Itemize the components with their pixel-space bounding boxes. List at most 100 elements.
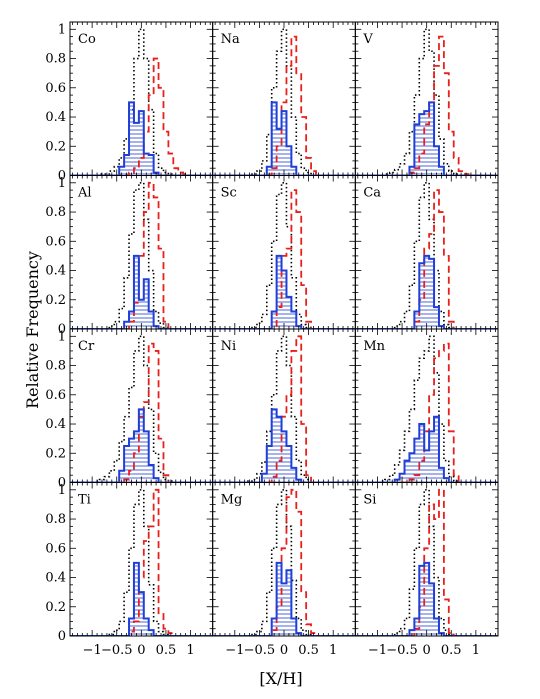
solid-series-fill: [355, 562, 498, 636]
panel-plot-area: [212, 28, 356, 176]
y-tick-label: 0.8: [45, 205, 66, 220]
panel-label: Co: [78, 32, 96, 47]
dashed-series-line: [70, 181, 213, 329]
panel-co: Co 0 0.2 0.4 0.6 0.8 1: [45, 21, 214, 184]
y-axis-title: Relative Frequency: [23, 251, 42, 409]
solid-series-line: [212, 561, 356, 636]
panel-mg: Mg −1 −0.5 0 0.5 1: [212, 482, 356, 658]
y-tick-label: 0.6: [45, 81, 66, 96]
panel-mn: Mn: [354, 328, 499, 483]
solid-series-line: [70, 561, 213, 636]
panel-plot-area: [212, 335, 356, 483]
solid-series-line: [70, 408, 213, 483]
panel-label: Ca: [363, 186, 381, 201]
solid-series-line: [355, 254, 498, 329]
y-tick-label: 0.6: [45, 388, 66, 403]
solid-series-line: [212, 254, 356, 329]
y-tick-label: 0.4: [45, 571, 66, 586]
dashed-series-line: [212, 189, 356, 329]
solid-series-line: [70, 101, 213, 176]
panel-plot-area: [70, 488, 213, 636]
x-tick-label: 1: [472, 643, 480, 658]
dashed-series-line: [355, 189, 498, 329]
y-tick-label: 0.2: [45, 446, 66, 461]
x-tick-label: 1: [329, 643, 337, 658]
panel-plot-area: [355, 488, 498, 636]
panel-plot-area: [212, 488, 356, 636]
y-tick-label: 0: [58, 476, 66, 491]
dashed-series-line: [355, 35, 498, 176]
dashed-series-line: [70, 57, 213, 176]
y-tick-label: 0.4: [45, 417, 66, 432]
panel-plot-area: [212, 182, 356, 329]
y-tick-label: 0.2: [45, 139, 66, 154]
y-tick-label: 0.4: [45, 110, 66, 125]
y-tick-label: 0: [58, 629, 66, 644]
y-tick-label: 0.2: [45, 293, 66, 308]
panel-v: V: [354, 21, 499, 176]
panel-ni: Ni: [212, 328, 356, 483]
y-tick-label: 1: [58, 22, 66, 37]
dotted-series-line: [70, 28, 213, 176]
panel-plot-area: [355, 28, 498, 176]
solid-series-line: [70, 254, 213, 329]
y-tick-label: 0: [58, 322, 66, 337]
solid-series-fill: [355, 416, 498, 483]
x-tick-label: 0: [423, 643, 431, 658]
solid-series-line: [355, 101, 498, 176]
solid-series-fill: [70, 255, 213, 329]
panel-plot-area: [70, 181, 213, 329]
x-tick-label: −0.5: [101, 643, 133, 658]
solid-series-fill: [355, 102, 498, 176]
y-tick-label: 0.8: [45, 52, 66, 67]
y-tick-label: 1: [58, 483, 66, 498]
y-tick-label: 0.2: [45, 600, 66, 615]
panel-si: Si −1 −0.5 0 0.5 1: [354, 482, 499, 658]
y-tick-label: 1: [58, 329, 66, 344]
dotted-series-line: [70, 335, 213, 483]
x-tick-label: 1: [186, 643, 194, 658]
panel-plot-area: [355, 182, 498, 329]
y-tick-label: 0.6: [45, 541, 66, 556]
solid-series-fill: [70, 102, 213, 176]
x-tick-label: 0.5: [298, 643, 319, 658]
x-axis-title: [X/H]: [259, 669, 302, 688]
x-tick-label: −1: [225, 643, 244, 658]
y-tick-label: 0.8: [45, 512, 66, 527]
solid-series-line: [355, 561, 498, 636]
panel-label: Ti: [78, 493, 91, 508]
solid-series-line: [212, 408, 356, 483]
solid-series-fill: [212, 102, 356, 176]
panel-label: Cr: [78, 339, 95, 354]
panel-plot-area: [355, 335, 498, 483]
x-tick-label: 0.5: [156, 643, 177, 658]
solid-series-fill: [70, 409, 213, 483]
y-tick-label: 0: [58, 169, 66, 184]
panel-ti: Ti 0 0.2 0.4 0.6 0.8 1 −1 −0.5 0 0.5 1: [45, 482, 214, 658]
solid-series-line: [355, 415, 498, 483]
panel-al: Al 0 0.2 0.4 0.6 0.8 1: [45, 175, 214, 337]
solid-series-fill: [212, 409, 356, 483]
panel-label: Mg: [221, 493, 243, 508]
solid-series-fill: [70, 562, 213, 636]
panel-label: Ni: [221, 339, 237, 354]
y-tick-label: 0.6: [45, 234, 66, 249]
y-tick-label: 0.8: [45, 359, 66, 374]
x-tick-label: 0: [280, 643, 288, 658]
dashed-series-line: [70, 488, 213, 636]
solid-series-line: [212, 101, 356, 176]
panel-label: Sc: [221, 186, 237, 201]
solid-series-fill: [355, 255, 498, 329]
dotted-series-line: [355, 335, 498, 483]
y-tick-label: 1: [58, 176, 66, 191]
x-tick-label: −0.5: [244, 643, 276, 658]
x-tick-label: 0: [137, 643, 145, 658]
panel-label: Si: [363, 493, 376, 508]
panel-label: V: [362, 32, 373, 47]
panel-label: Mn: [363, 339, 385, 354]
x-tick-label: −1: [368, 643, 387, 658]
panel-label: Na: [221, 32, 240, 47]
panel-sc: Sc: [212, 175, 356, 330]
solid-series-fill: [212, 255, 356, 329]
